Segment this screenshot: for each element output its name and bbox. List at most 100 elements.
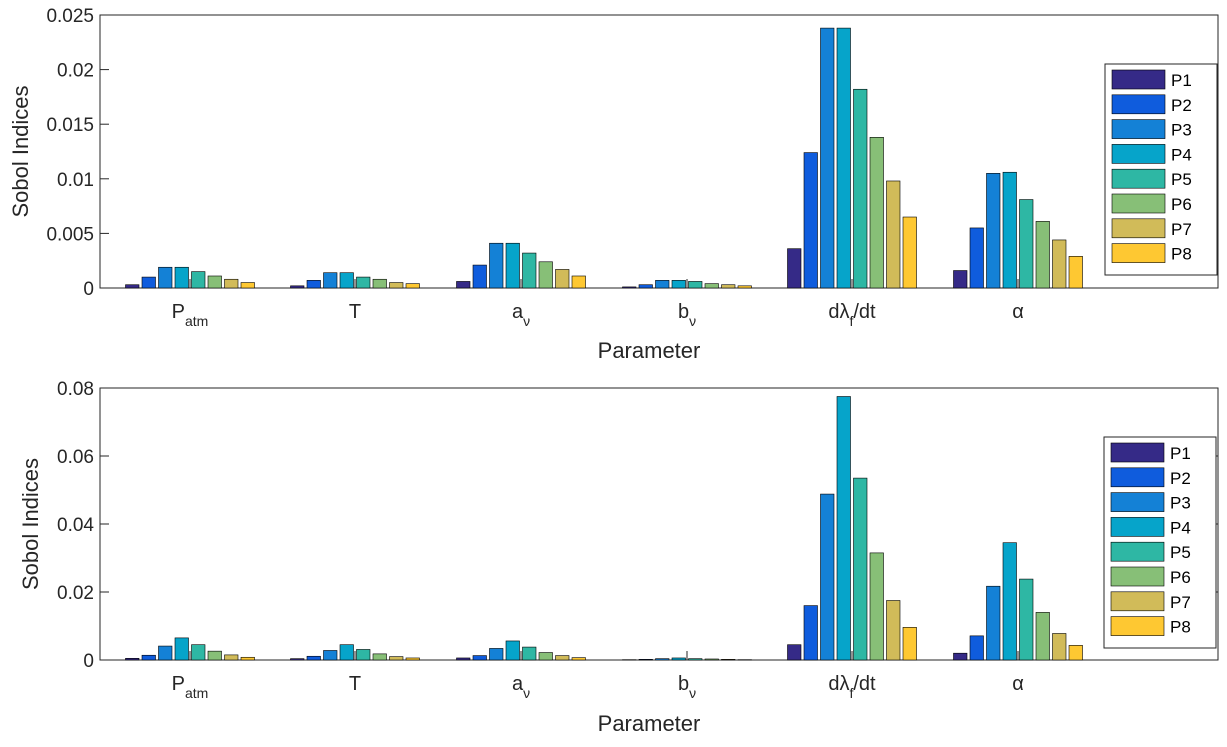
bar-p4-P_atm [174, 266, 189, 289]
legend-swatch-p3 [1110, 492, 1165, 512]
bar-p4-b_ν [671, 280, 686, 289]
legend-swatch-p1 [1110, 442, 1165, 463]
bar-p1-a_ν [456, 281, 471, 289]
category-label: aν [512, 673, 530, 701]
bar-p5-P_atm [191, 644, 206, 661]
y-tick-label: 0 [83, 279, 94, 300]
bar-p2-dλ_f/dt [803, 605, 818, 661]
bar-p7-T [389, 282, 404, 289]
legend-label-p6: P6 [1171, 195, 1192, 214]
bar-p6-dλ_f/dt [869, 137, 884, 289]
legend-swatch-p2 [1110, 467, 1165, 488]
bar-p4-a_ν [505, 640, 520, 661]
bar-p7-b_ν [721, 284, 736, 289]
y-tick-label: 0.06 [57, 447, 94, 468]
bar-p5-a_ν [522, 646, 537, 661]
legend: P1 P2 P3 P4 P5 P6 P7 P8 [1103, 436, 1217, 649]
bar-p6-P_atm [207, 650, 222, 661]
bar-p5-T [356, 276, 371, 289]
bar-p7-T [389, 656, 404, 661]
legend-label-p7: P7 [1171, 220, 1192, 239]
bar-p1-P_atm [125, 284, 140, 289]
y-tick-label: 0.04 [57, 515, 94, 536]
legend-label-p4: P4 [1171, 145, 1192, 164]
bar-p1-b_ν [622, 286, 637, 289]
bar-p8-a_ν [571, 657, 586, 661]
bar-p2-T [306, 280, 321, 289]
bar-p2-b_ν [638, 659, 653, 661]
bar-p1-dλ_f/dt [787, 644, 802, 661]
bar-p2-α [969, 635, 984, 661]
legend-swatch-p2 [1111, 94, 1166, 115]
bar-p4-T [339, 644, 354, 661]
legend-swatch-p4 [1110, 517, 1165, 537]
legend-label-p5: P5 [1170, 543, 1191, 562]
legend: P1 P2 P3 P4 P5 P6 P7 P8 [1104, 63, 1218, 276]
bar-p6-a_ν [538, 261, 553, 289]
bar-p7-a_ν [555, 269, 570, 289]
bar-p4-dλ_f/dt [836, 27, 851, 289]
bar-p3-α [986, 585, 1001, 661]
y-tick-label: 0 [83, 651, 94, 672]
bar-p8-a_ν [571, 275, 586, 289]
bar-p5-b_ν [688, 658, 703, 661]
y-tick-label: 0.02 [57, 61, 94, 82]
bar-p3-dλ_f/dt [820, 493, 835, 661]
bar-p1-α [953, 652, 968, 661]
bar-p3-dλ_f/dt [820, 27, 835, 289]
bar-p5-dλ_f/dt [853, 477, 868, 661]
legend-swatch-p6 [1110, 566, 1165, 587]
bar-p8-b_ν [737, 285, 752, 289]
bar-p1-P_atm [125, 657, 140, 661]
plot-area [99, 387, 1219, 661]
legend-swatch-p7 [1111, 218, 1166, 239]
y-axis-title: Sobol Indices [8, 85, 33, 217]
bar-p3-T [323, 650, 338, 661]
category-label: T [349, 673, 361, 695]
bar-p5-P_atm [191, 271, 206, 289]
bar-p8-dλ_f/dt [902, 216, 917, 289]
bar-p5-a_ν [522, 252, 537, 289]
bar-p8-α [1068, 645, 1083, 661]
bar-p6-dλ_f/dt [869, 552, 884, 661]
category-label: Patm [172, 673, 209, 701]
bar-p1-T [290, 658, 305, 661]
legend-swatch-p1 [1111, 69, 1166, 90]
bar-p3-b_ν [655, 658, 670, 661]
legend-label-p8: P8 [1171, 245, 1192, 264]
legend-label-p3: P3 [1171, 121, 1192, 140]
legend-label-p2: P2 [1171, 96, 1192, 115]
bar-p5-α [1019, 199, 1034, 289]
bar-p6-α [1035, 221, 1050, 289]
bar-p4-α [1002, 171, 1017, 289]
bar-p2-P_atm [141, 654, 156, 661]
bar-p1-T [290, 285, 305, 289]
bar-p3-b_ν [655, 280, 670, 289]
bar-p2-a_ν [472, 655, 487, 661]
category-label: bν [678, 673, 696, 701]
bar-p2-b_ν [638, 284, 653, 289]
legend-swatch-p4 [1111, 144, 1166, 164]
bar-p6-T [372, 278, 387, 289]
legend-label-p7: P7 [1170, 593, 1191, 612]
legend-swatch-p7 [1110, 591, 1165, 612]
legend-swatch-p3 [1111, 119, 1166, 139]
y-tick-label: 0.01 [57, 170, 94, 191]
bar-p6-b_ν [704, 283, 719, 289]
legend-label-p4: P4 [1170, 518, 1191, 537]
bar-p8-T [405, 283, 420, 289]
bar-p7-dλ_f/dt [886, 180, 901, 289]
bar-p5-α [1019, 578, 1034, 661]
bar-p8-T [405, 657, 420, 661]
bar-p3-P_atm [158, 266, 173, 289]
legend-swatch-p8 [1110, 616, 1165, 636]
bar-p3-P_atm [158, 645, 173, 661]
bar-p7-b_ν [721, 659, 736, 661]
bar-p5-dλ_f/dt [853, 88, 868, 289]
bar-p2-a_ν [472, 264, 487, 289]
bar-p2-T [306, 655, 321, 661]
bar-p1-dλ_f/dt [787, 248, 802, 289]
